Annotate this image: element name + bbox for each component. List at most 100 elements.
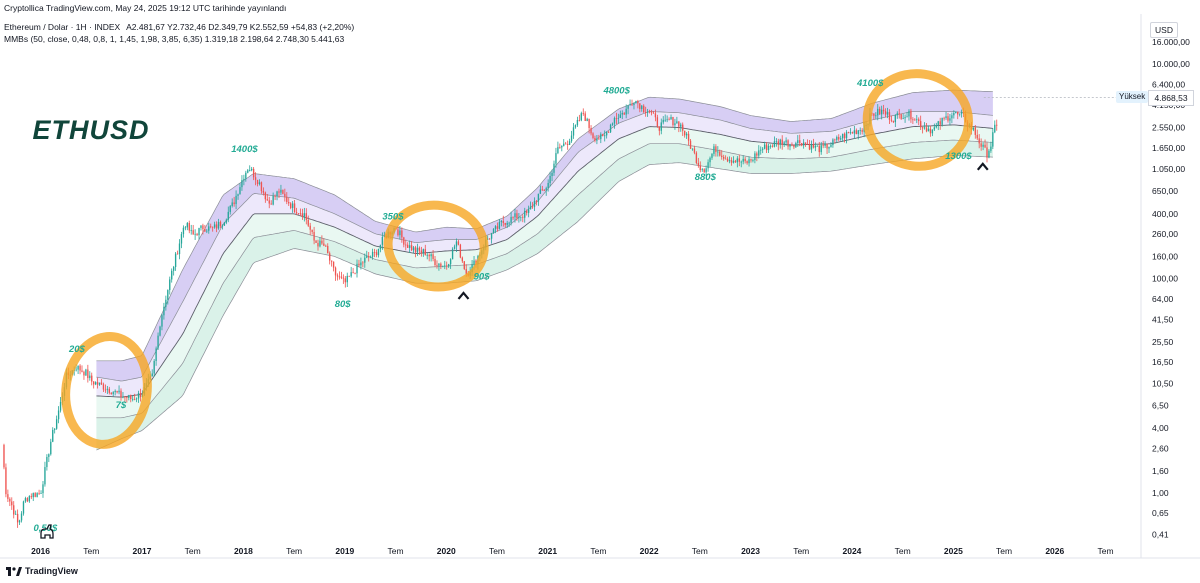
candle xyxy=(927,125,930,132)
candle-body xyxy=(373,251,376,253)
candle xyxy=(520,216,522,222)
candle-body xyxy=(535,200,538,202)
candle xyxy=(139,388,142,402)
candle-body xyxy=(845,132,848,139)
candle xyxy=(459,243,462,259)
x-tick-label: 2016 xyxy=(31,546,50,556)
candle-body xyxy=(490,233,493,239)
indicator-legend[interactable]: MMBs (50, close, 0,48, 0,8, 1, 1,45, 1,9… xyxy=(4,34,345,44)
candle xyxy=(288,197,290,206)
candle-body xyxy=(543,190,545,192)
candle-body xyxy=(580,113,582,121)
candle xyxy=(137,390,140,403)
candle xyxy=(284,188,286,202)
candle-body xyxy=(629,104,631,106)
candle xyxy=(705,165,707,176)
candle-body xyxy=(284,193,286,197)
candle-body xyxy=(200,225,202,228)
candle xyxy=(369,255,372,259)
candle xyxy=(436,260,438,269)
candle xyxy=(268,196,270,209)
candle xyxy=(299,208,302,217)
candle xyxy=(703,168,705,173)
candle xyxy=(278,188,280,198)
tradingview-logo[interactable]: TradingView xyxy=(6,566,78,576)
candle-body xyxy=(32,493,34,498)
candle xyxy=(420,246,423,257)
candle xyxy=(153,359,155,377)
candle-body xyxy=(126,396,128,398)
candle xyxy=(510,211,512,226)
candle-body xyxy=(937,121,939,126)
candle xyxy=(416,243,419,256)
candle-body xyxy=(840,138,842,140)
candle-body xyxy=(237,194,239,196)
candle-body xyxy=(430,254,432,257)
candle-body xyxy=(943,117,945,119)
candle-body xyxy=(880,109,883,115)
candle-body xyxy=(801,143,803,146)
x-tick-label: 2022 xyxy=(640,546,659,556)
candle xyxy=(249,165,251,172)
candle xyxy=(986,142,988,163)
candle xyxy=(5,463,7,498)
candle-body xyxy=(424,249,426,255)
candle xyxy=(295,207,298,216)
candle-body xyxy=(157,335,159,349)
candle xyxy=(309,222,311,236)
candle xyxy=(808,139,811,151)
candle xyxy=(635,100,637,104)
candle-body xyxy=(914,119,916,121)
candle-body xyxy=(11,501,13,506)
x-tick-label: 2019 xyxy=(335,546,354,556)
candle-body xyxy=(243,178,245,181)
candle-body xyxy=(818,145,820,153)
currency-button[interactable]: USD xyxy=(1150,22,1178,38)
dinosaur-icon xyxy=(40,524,54,539)
candle xyxy=(453,244,456,250)
candle-body xyxy=(249,170,251,172)
candle-body xyxy=(28,496,31,502)
candle xyxy=(286,192,288,205)
candle-body xyxy=(340,276,343,278)
candle xyxy=(57,406,60,424)
candle xyxy=(777,138,779,151)
candle-body xyxy=(849,132,852,134)
x-tick-label: 2026 xyxy=(1045,546,1064,556)
candle xyxy=(748,156,750,167)
candle xyxy=(855,128,857,135)
candle xyxy=(689,138,692,150)
candle-body xyxy=(754,153,756,161)
candle xyxy=(126,396,128,403)
symbol-title[interactable]: Ethereum / Dolar · 1H · INDEX xyxy=(4,22,121,32)
candle xyxy=(500,219,503,227)
candle-body xyxy=(693,148,696,153)
tradingview-brand: TradingView xyxy=(25,566,78,576)
candle xyxy=(621,110,623,120)
candle-body xyxy=(670,117,672,120)
candle-body xyxy=(600,134,602,140)
candle xyxy=(832,138,834,148)
candle xyxy=(533,197,536,212)
candle xyxy=(270,200,272,205)
candle-body xyxy=(812,144,815,148)
candle-body xyxy=(723,156,725,159)
y-tick-label: 2.550,00 xyxy=(1152,123,1185,133)
candle-body xyxy=(832,139,834,146)
price-axis: 16.000,0010.000,006.400,004.150,002.550,… xyxy=(1152,37,1190,539)
candle-body xyxy=(518,217,520,219)
candle-body xyxy=(644,111,647,113)
candle xyxy=(221,224,224,230)
candle xyxy=(438,262,440,271)
candle-body xyxy=(927,128,930,132)
candle-body xyxy=(274,195,276,197)
candle xyxy=(217,218,220,230)
candle-body xyxy=(668,119,670,121)
candle xyxy=(366,250,368,259)
candle-body xyxy=(787,140,789,147)
candle-body xyxy=(820,145,822,153)
candle xyxy=(795,141,797,148)
candle-body xyxy=(334,267,337,276)
candle-body xyxy=(539,189,542,194)
